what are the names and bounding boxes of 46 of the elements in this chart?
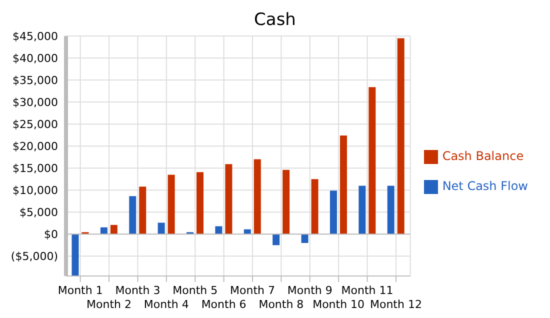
x-tick-label: Month 8 <box>258 298 304 311</box>
bar <box>397 38 404 234</box>
y-tick-label: $0 <box>44 228 58 242</box>
bar <box>215 226 222 234</box>
bar <box>139 186 146 234</box>
x-tick-label: Month 12 <box>370 298 422 311</box>
x-tick-label: Month 4 <box>144 298 189 311</box>
bar <box>387 186 394 234</box>
y-tick-label: $30,000 <box>12 96 58 109</box>
x-tick-label: Month 11 <box>341 284 394 297</box>
y-tick-label: $45,000 <box>12 30 58 43</box>
x-tick-label: Month 9 <box>287 284 332 297</box>
y-tick-label: $10,000 <box>12 184 58 198</box>
bar <box>311 179 318 234</box>
y-tick-label: $25,000 <box>12 118 58 131</box>
x-tick-label: Month 7 <box>230 284 275 297</box>
bar <box>72 234 79 276</box>
y-tick-label: $35,000 <box>12 74 58 87</box>
chart-title: Cash <box>254 10 296 30</box>
x-tick-label: Month 3 <box>115 284 160 297</box>
x-tick-label: Month 6 <box>201 298 246 311</box>
y-tick-label: ($5,000) <box>10 250 58 264</box>
y-tick-label: $40,000 <box>12 52 58 65</box>
x-tick-label: Month 5 <box>172 284 218 297</box>
x-tick-label: Month 10 <box>312 298 365 311</box>
bar <box>158 222 165 234</box>
x-tick-label: Month 1 <box>58 284 103 297</box>
bar <box>282 170 290 234</box>
legend-label: Cash Balance <box>442 149 524 163</box>
bar <box>225 164 232 234</box>
bar <box>254 159 261 234</box>
bar <box>358 186 366 234</box>
y-tick-label: $5,000 <box>20 206 58 220</box>
bar <box>168 174 175 234</box>
bar <box>301 234 308 243</box>
bar <box>110 224 118 234</box>
y-tick-label: $15,000 <box>12 162 58 176</box>
x-tick-label: Month 2 <box>86 298 132 311</box>
legend-label: Net Cash Flow <box>442 179 528 193</box>
bar <box>340 136 347 234</box>
y-tick-label: $20,000 <box>12 140 58 153</box>
bar <box>196 172 204 234</box>
bar <box>330 190 337 234</box>
bar <box>368 87 376 234</box>
bar <box>129 196 136 234</box>
bar <box>272 234 280 246</box>
